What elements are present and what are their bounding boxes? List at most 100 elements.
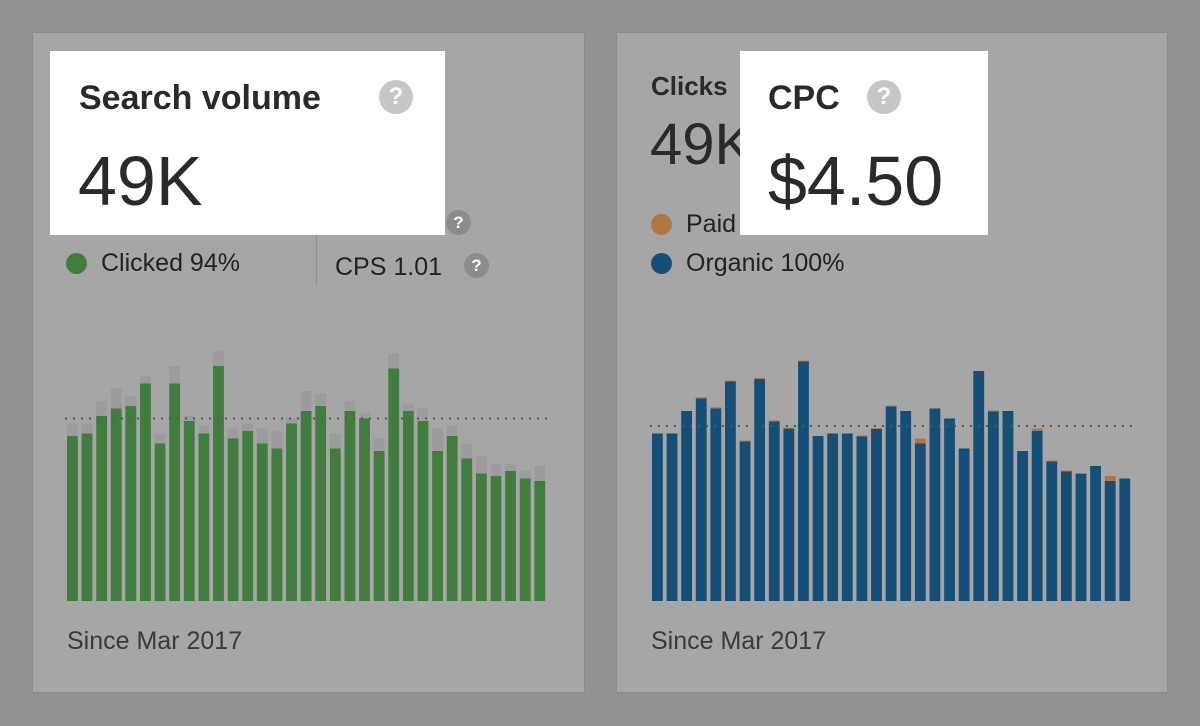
search-volume-chart [65, 351, 551, 601]
bar-clicked [446, 436, 458, 601]
bar-paid [856, 435, 868, 437]
bar-organic [900, 411, 912, 601]
bar-paid [1075, 473, 1087, 474]
bar-paid [871, 428, 882, 429]
bar-paid [987, 410, 999, 412]
search-volume-card: Clicked 94% ? CPS 1.01 ? Search volume ?… [33, 33, 584, 692]
bar-paid [754, 378, 766, 379]
bar-organic [1075, 473, 1087, 601]
bar-unclicked [359, 413, 370, 419]
since-date: Since Mar 2017 [67, 627, 243, 655]
bar-organic [1090, 466, 1101, 601]
bar-unclicked [169, 366, 181, 384]
bar-unclicked [388, 353, 400, 369]
bar-organic [768, 421, 780, 601]
bar-clicked [359, 418, 370, 601]
bar-unclicked [81, 423, 93, 434]
bar-unclicked [213, 351, 224, 366]
bar-organic [871, 428, 882, 601]
cpc-value: $4.50 [768, 142, 944, 220]
bar-clicked [315, 406, 327, 601]
cpc-title: CPC [768, 79, 840, 117]
search-volume-help-icon[interactable]: ? [379, 80, 413, 114]
bar-unclicked [198, 426, 210, 434]
cpc-help-icon[interactable]: ? [867, 80, 901, 114]
clicks-card: Clicks 49K Paid Organic 100% CPC ? $4.50… [617, 33, 1167, 692]
bar-organic [1031, 431, 1043, 601]
bar-organic [1017, 451, 1028, 601]
since-date: Since Mar 2017 [651, 627, 827, 655]
bar-organic [987, 411, 999, 601]
bar-organic [710, 408, 722, 601]
bar-unclicked [315, 393, 327, 406]
bar-unclicked [67, 423, 78, 436]
bar-paid [768, 420, 780, 422]
search-volume-title: Search volume [79, 79, 321, 117]
bar-clicked [490, 476, 502, 601]
bar-clicked [344, 411, 356, 601]
bar-organic [929, 408, 941, 601]
bar-organic [783, 428, 795, 601]
bar-unclicked [96, 401, 108, 416]
bar-clicked [256, 443, 268, 601]
paid-dot-icon [651, 214, 672, 235]
bar-paid [739, 440, 751, 442]
bar-unclicked [432, 428, 443, 451]
bar-clicked [402, 411, 414, 601]
divider [316, 233, 317, 285]
cps-label: CPS 1.01 [335, 253, 443, 281]
bar-organic [885, 406, 897, 601]
bar-organic [754, 378, 766, 601]
bar-clicked [286, 423, 297, 601]
legend-paid: Paid [651, 210, 736, 239]
bar-clicked [213, 366, 224, 601]
bar-clicked [432, 451, 443, 601]
bar-unclicked [417, 408, 429, 421]
question-circle-icon[interactable]: ? [446, 210, 471, 235]
bar-clicked [373, 451, 385, 601]
bar-organic [695, 398, 707, 601]
bar-unclicked [505, 463, 516, 471]
cps-stat: CPS 1.01 [335, 253, 442, 282]
bar-clicked [475, 473, 487, 601]
legend-organic: Organic 100% [651, 249, 844, 278]
bar-unclicked [490, 463, 502, 476]
bar-clicked [271, 448, 283, 601]
bar-unclicked [461, 443, 473, 459]
bar-organic [1119, 478, 1131, 601]
organic-dot-icon [651, 253, 672, 274]
bar-clicked [198, 433, 210, 601]
bar-organic [681, 411, 693, 601]
bar-paid [1046, 460, 1058, 462]
bar-organic [827, 433, 839, 601]
bar-paid [1031, 428, 1043, 431]
legend-paid-label: Paid [686, 210, 737, 238]
bar-unclicked [402, 403, 414, 411]
legend-clicked: Clicked 94% [66, 249, 240, 278]
bar-paid [798, 360, 809, 362]
legend-clicked-label: Clicked 94% [101, 249, 240, 277]
bar-paid [1104, 476, 1116, 481]
bar-clicked [519, 478, 531, 601]
bar-organic [1046, 461, 1058, 601]
bar-unclicked [300, 391, 312, 411]
bar-unclicked [344, 401, 356, 411]
bar-clicked [67, 436, 78, 601]
bar-clicked [534, 481, 546, 601]
bar-organic [666, 433, 678, 601]
bar-organic [798, 361, 809, 601]
search-volume-highlight: Search volume ? 49K [50, 51, 445, 235]
bar-unclicked [256, 428, 268, 444]
bar-clicked [81, 433, 93, 601]
bar-clicked [417, 421, 429, 601]
cps-help-icon[interactable]: ? [464, 253, 489, 278]
bar-paid [783, 427, 795, 429]
bar-unclicked [475, 456, 487, 474]
bar-clicked [329, 448, 341, 601]
bar-organic [812, 436, 824, 601]
cpc-highlight: CPC ? $4.50 [740, 51, 988, 235]
bar-clicked [242, 431, 254, 601]
bar-organic [1104, 481, 1116, 601]
bar-unclicked [125, 396, 137, 406]
clicks-title: Clicks [651, 71, 728, 101]
